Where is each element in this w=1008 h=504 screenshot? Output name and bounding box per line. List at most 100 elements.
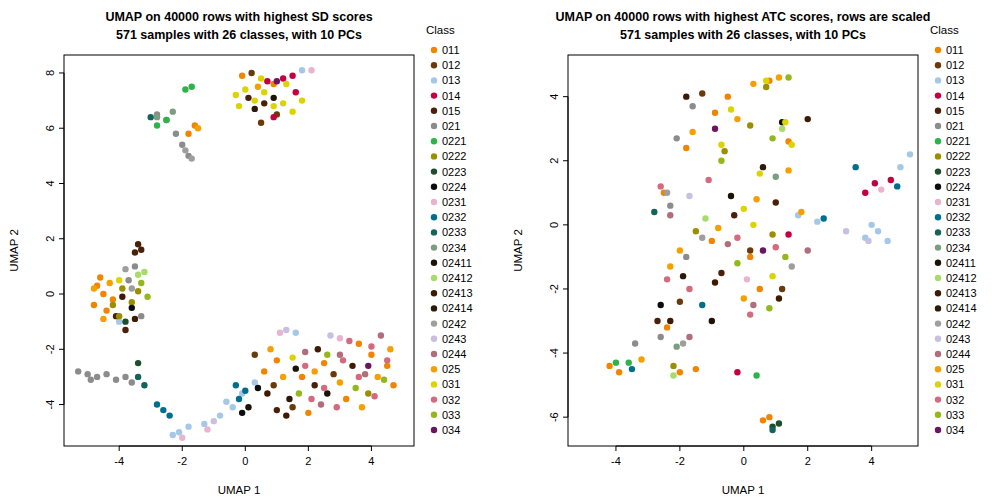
point: [261, 100, 267, 106]
x-tick: [679, 446, 680, 451]
point: [264, 78, 270, 84]
point: [773, 244, 779, 250]
legend-swatch: [935, 168, 941, 174]
legend-label: 0242: [442, 318, 466, 330]
y-tick: [563, 417, 568, 418]
legend-swatch: [935, 366, 941, 372]
legend-swatch: [431, 351, 437, 357]
point: [670, 363, 676, 369]
point: [763, 77, 769, 83]
point: [776, 74, 782, 80]
legend-label: 012: [946, 59, 964, 71]
y-tick: [563, 160, 568, 161]
x-axis-label: UMAP 1: [722, 484, 765, 496]
point: [689, 129, 695, 135]
point: [122, 318, 128, 324]
point: [878, 186, 884, 192]
point: [769, 273, 775, 279]
point: [311, 368, 317, 374]
legend-swatch: [431, 123, 437, 129]
point: [680, 273, 686, 279]
point: [747, 311, 753, 317]
point: [255, 385, 261, 391]
point: [349, 363, 355, 369]
point: [371, 393, 377, 399]
point: [753, 196, 759, 202]
legend-label: 0231: [946, 196, 970, 208]
point: [252, 106, 258, 112]
point: [302, 363, 308, 369]
point: [315, 346, 321, 352]
x-tick-label: -2: [177, 455, 187, 467]
legend-label: 02411: [946, 257, 976, 269]
point: [129, 379, 135, 385]
legend-swatch: [935, 199, 941, 205]
point: [741, 295, 747, 301]
point: [747, 122, 753, 128]
legend-swatch: [431, 366, 437, 372]
legend-title: Class: [426, 24, 455, 36]
point: [185, 131, 191, 137]
legend-label: 0223: [946, 166, 970, 178]
chart-root: UMAP on 40000 rows with highest SD score…: [0, 0, 1008, 504]
plot-frame: [568, 55, 918, 446]
point: [776, 420, 782, 426]
point: [334, 404, 340, 410]
point: [387, 346, 393, 352]
legend-swatch: [431, 290, 437, 296]
point: [195, 125, 201, 131]
point: [381, 376, 387, 382]
point: [907, 151, 913, 157]
point: [766, 305, 772, 311]
point: [340, 357, 346, 363]
point: [293, 89, 299, 95]
point: [753, 372, 759, 378]
y-axis-line: [568, 97, 569, 417]
point: [324, 352, 330, 358]
y-axis-label: UMAP 2: [8, 229, 20, 272]
point: [233, 382, 239, 388]
point: [728, 193, 734, 199]
legend-title: Class: [930, 24, 959, 36]
legend-swatch: [431, 336, 437, 342]
legend-swatch: [431, 320, 437, 326]
y-tick: [59, 238, 64, 239]
point: [154, 114, 160, 120]
point: [664, 276, 670, 282]
point: [718, 270, 724, 276]
point: [356, 374, 362, 380]
point: [343, 396, 349, 402]
point: [721, 148, 727, 154]
point: [702, 215, 708, 221]
point: [734, 234, 740, 240]
point: [757, 170, 763, 176]
legend-swatch: [431, 77, 437, 83]
point: [657, 183, 663, 189]
point: [632, 340, 638, 346]
point: [789, 142, 795, 148]
point: [308, 396, 314, 402]
point: [283, 81, 289, 87]
legend-label: 012: [442, 59, 460, 71]
point: [270, 114, 276, 120]
point: [712, 109, 718, 115]
point: [654, 318, 660, 324]
point: [138, 247, 144, 253]
point: [779, 286, 785, 292]
point: [798, 209, 804, 215]
legend-label: 033: [442, 409, 460, 421]
y-tick-label: 4: [548, 94, 560, 100]
legend-swatch: [935, 77, 941, 83]
legend-swatch: [431, 153, 437, 159]
legend-label: 025: [442, 363, 460, 375]
legend-label: 0234: [946, 242, 970, 254]
point: [280, 100, 286, 106]
point: [667, 212, 673, 218]
point: [616, 369, 622, 375]
point: [233, 92, 239, 98]
point: [862, 190, 868, 196]
legend-swatch: [935, 47, 941, 53]
point: [116, 318, 122, 324]
point: [747, 247, 753, 253]
point: [699, 302, 705, 308]
